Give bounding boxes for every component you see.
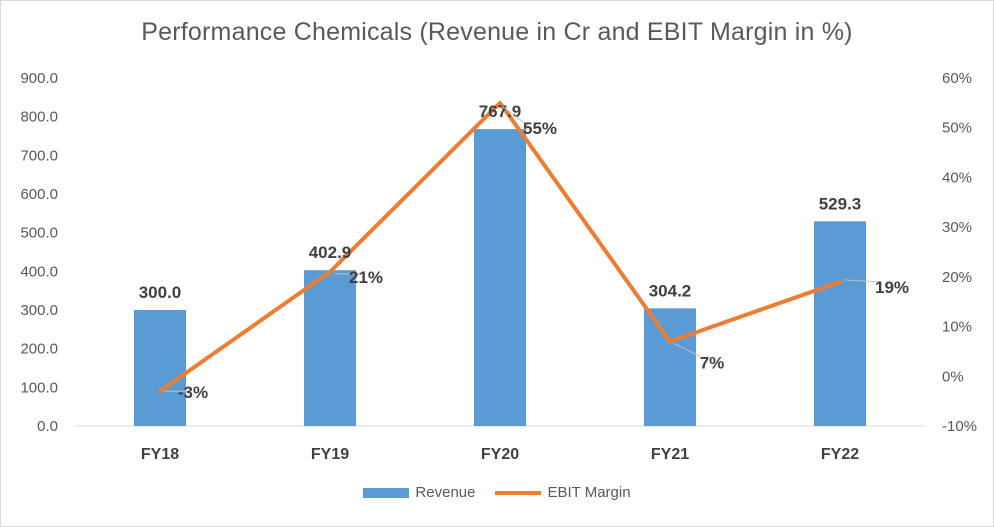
legend: Revenue EBIT Margin (0, 484, 994, 501)
line-data-label: 7% (700, 353, 725, 372)
line-label-leader (673, 343, 701, 357)
line-data-label: -3% (178, 383, 208, 402)
y-left-tick-label: 700.0 (20, 147, 58, 164)
bar-data-label: 304.2 (649, 281, 692, 300)
y-right-tick-label: 60% (942, 70, 972, 87)
bar-data-label: 529.3 (819, 194, 862, 213)
legend-swatch-revenue (363, 487, 410, 498)
legend-item-revenue[interactable]: Revenue (363, 484, 475, 501)
legend-label-ebit-margin: EBIT Margin (547, 484, 631, 501)
bar-data-label: 300.0 (139, 283, 182, 302)
x-category-label: FY19 (311, 446, 349, 463)
y-left-tick-label: 600.0 (20, 186, 58, 203)
line-data-label: 19% (875, 278, 909, 297)
y-left-tick-label: 900.0 (20, 70, 58, 87)
y-right-tick-label: 0% (942, 368, 964, 385)
y-left-tick-label: 400.0 (20, 263, 58, 280)
y-right-tick-label: 10% (942, 319, 972, 336)
bar-data-label: 767.9 (479, 102, 522, 121)
line-ebit-margin (158, 100, 842, 394)
bar-revenue (134, 310, 186, 426)
y-right-tick-label: -10% (942, 418, 977, 435)
y-left-tick-label: 800.0 (20, 109, 58, 126)
x-category-label: FY18 (141, 446, 179, 463)
y-left-tick-label: 200.0 (20, 341, 58, 358)
x-category-label: FY21 (651, 446, 689, 463)
line-data-label: 55% (523, 119, 557, 138)
x-category-label: FY20 (481, 446, 519, 463)
y-left-tick-label: 100.0 (20, 379, 58, 396)
y-right-tick-label: 40% (942, 169, 972, 186)
line-label-leader (843, 279, 881, 283)
x-category-label: FY22 (821, 446, 859, 463)
chart-title: Performance Chemicals (Revenue in Cr and… (141, 18, 853, 46)
y-left-tick-label: 0.0 (37, 418, 58, 435)
line-data-label: 21% (349, 268, 383, 287)
bar-data-label: 402.9 (309, 243, 352, 262)
line-label-leader (501, 105, 529, 127)
bar-revenue (304, 270, 356, 426)
y-right-tick-label: 50% (942, 120, 972, 137)
legend-label-revenue: Revenue (415, 484, 476, 501)
y-left-tick-label: 500.0 (20, 225, 58, 242)
bar-revenue (474, 129, 526, 426)
legend-item-ebit-margin[interactable]: EBIT Margin (495, 484, 631, 501)
y-right-tick-label: 20% (942, 269, 972, 286)
legend-swatch-ebit-margin (495, 490, 542, 495)
y-right-tick-label: 30% (942, 219, 972, 236)
y-left-tick-label: 300.0 (20, 302, 58, 319)
bar-revenue (644, 308, 696, 426)
bar-revenue (814, 221, 866, 426)
